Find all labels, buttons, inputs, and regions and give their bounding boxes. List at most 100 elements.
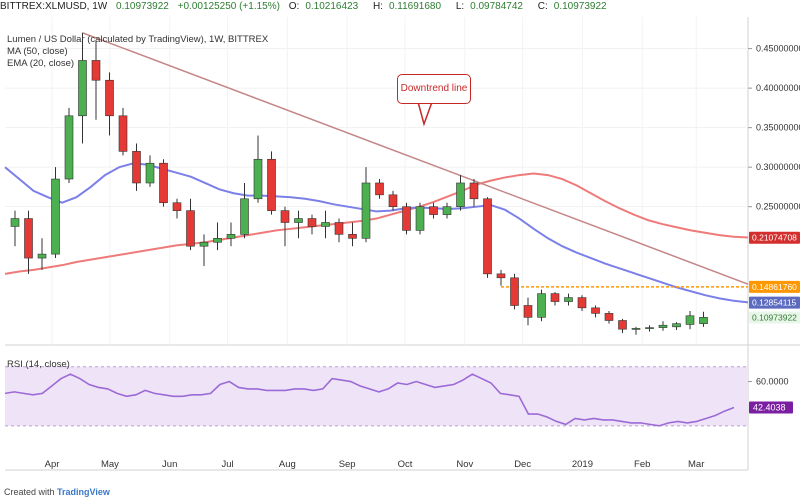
candle-body <box>307 218 317 227</box>
candle-body <box>618 320 627 330</box>
tradingview-logo[interactable]: TradingView <box>57 487 110 497</box>
candle-body <box>226 234 236 239</box>
price-tick-label: 0.30000000 <box>756 162 800 172</box>
price-label-text: 0.12854115 <box>752 298 797 308</box>
candle-body <box>78 60 87 117</box>
time-tick-label: 2019 <box>572 459 593 470</box>
candle-body <box>402 206 411 231</box>
price-label-text: 0.14861760 <box>752 282 797 292</box>
candle-body <box>159 162 168 204</box>
time-tick-label: May <box>101 459 119 470</box>
high-value: 0.11691680 <box>388 1 442 12</box>
time-tick-label: Mar <box>688 459 704 470</box>
open-value: 0.10216423 <box>305 1 359 12</box>
candle-body <box>456 182 465 207</box>
price-label-box <box>749 296 800 309</box>
price-label-box <box>749 231 800 244</box>
low-label: L: <box>455 1 465 12</box>
candle-body <box>267 158 276 211</box>
chart-legend: Lumen / US Dollar (calculated by Trading… <box>7 34 268 70</box>
candle-body <box>577 297 587 309</box>
last-price: 0.10973922 <box>116 1 169 12</box>
candle-body <box>118 115 128 152</box>
candle-body <box>348 234 357 239</box>
legend-ma50: MA (50, close) <box>7 46 68 57</box>
price-label-text: 0.10973922 <box>752 313 797 323</box>
candle-body <box>186 210 195 247</box>
legend-rsi: RSI (14, close) <box>7 359 70 370</box>
candle-body <box>105 79 114 117</box>
candle-body <box>375 182 384 196</box>
price-tick-label: 0.45000000 <box>756 44 800 54</box>
ma50-line <box>4 172 749 275</box>
candle-body <box>24 218 33 259</box>
candle-body <box>672 323 681 328</box>
price-tick-label: 0.25000000 <box>756 202 800 212</box>
candle-body <box>321 222 330 227</box>
rsi-last-box <box>749 401 793 414</box>
candle-body <box>469 182 479 200</box>
rsi-band <box>5 366 748 426</box>
price-tick-label: 0.35000000 <box>756 123 800 133</box>
downtrend-label: Downtrend line <box>400 83 468 94</box>
footer: Created with TradingView <box>4 486 110 498</box>
symbol-header: BITTREX:XLMUSD, 1W 0.10973922 +0.0012525… <box>0 0 800 14</box>
rsi-tick-label: 60.0000 <box>756 377 789 387</box>
time-tick-label: Feb <box>634 459 650 470</box>
candle-body <box>361 182 371 239</box>
footer-prefix: Created with <box>4 487 55 497</box>
candle-body <box>537 293 546 318</box>
candle-body <box>294 218 303 223</box>
candle-body <box>415 206 425 231</box>
legend-ema20: EMA (20, close) <box>7 58 75 69</box>
legend-title: Lumen / US Dollar (calculated by Trading… <box>7 34 269 45</box>
candle-body <box>523 305 533 318</box>
open-label: O: <box>288 1 300 12</box>
candle-body <box>213 238 222 243</box>
price-label-box <box>749 280 800 293</box>
time-tick-label: Jul <box>221 459 233 470</box>
candle-body <box>280 210 290 223</box>
rsi-legend: RSI (14, close) <box>7 359 70 371</box>
high-label: H: <box>372 1 383 12</box>
candle-body <box>199 241 209 247</box>
downtrend-line <box>82 32 749 285</box>
price-change: +0.00125250 (+1.15%) <box>177 1 280 12</box>
candle-body <box>604 313 614 321</box>
price-tick-label: 0.40000000 <box>756 83 800 93</box>
candle-body <box>550 293 560 302</box>
candle-body <box>172 202 182 211</box>
time-tick-label: Aug <box>279 459 296 470</box>
symbol-name: BITTREX:XLMUSD, 1W <box>0 1 108 12</box>
ema20-line <box>4 162 749 304</box>
candle-body <box>240 198 249 235</box>
price-label-box <box>749 311 800 324</box>
candle-body <box>388 194 398 207</box>
rsi-last-label: 42.4038 <box>753 403 786 413</box>
time-tick-label: Dec <box>514 459 531 470</box>
candle-body <box>429 206 438 215</box>
low-value: 0.09784742 <box>470 1 523 12</box>
close-label: C: <box>537 1 548 12</box>
rsi-line <box>4 373 735 427</box>
candle-body <box>145 162 155 184</box>
candle-body <box>483 198 492 275</box>
downtrend-callout: Downtrend line <box>397 74 471 104</box>
time-tick-label: Jun <box>162 459 177 470</box>
time-tick-label: Oct <box>398 459 413 470</box>
callout-pointer <box>417 101 434 127</box>
close-value: 0.10973922 <box>553 1 607 12</box>
candle-body <box>496 273 506 279</box>
candle-body <box>442 206 452 215</box>
candle-body <box>645 327 654 329</box>
candle-body <box>91 60 101 81</box>
candle-body <box>564 297 573 302</box>
candle-body <box>510 277 519 306</box>
candle-body <box>658 324 668 328</box>
candle-body <box>591 307 600 314</box>
candle-body <box>132 151 141 184</box>
time-tick-label: Nov <box>456 459 473 470</box>
candle-body <box>64 115 74 180</box>
candle-body <box>334 222 344 235</box>
candle-body <box>699 317 708 324</box>
